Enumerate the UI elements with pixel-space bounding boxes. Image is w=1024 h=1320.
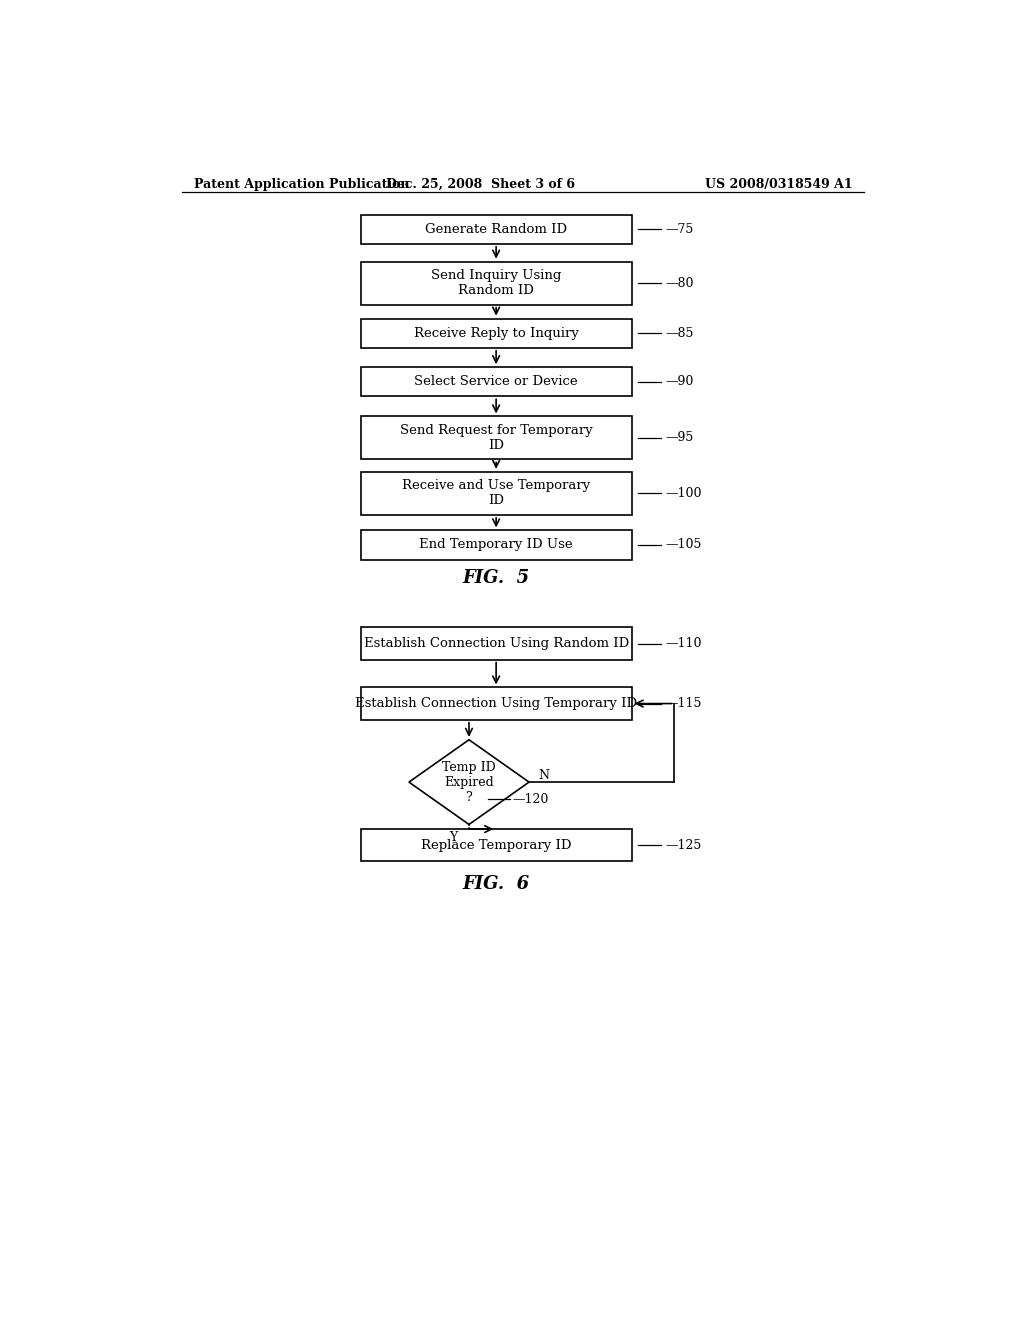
Text: End Temporary ID Use: End Temporary ID Use [419, 539, 573, 552]
Text: Replace Temporary ID: Replace Temporary ID [421, 838, 571, 851]
FancyBboxPatch shape [360, 627, 632, 660]
Text: —90: —90 [665, 375, 693, 388]
FancyBboxPatch shape [360, 416, 632, 459]
Text: Select Service or Device: Select Service or Device [415, 375, 578, 388]
Text: FIG.  5: FIG. 5 [463, 569, 529, 587]
Text: Receive Reply to Inquiry: Receive Reply to Inquiry [414, 326, 579, 339]
FancyBboxPatch shape [360, 367, 632, 396]
Text: —80: —80 [665, 277, 693, 289]
Text: —85: —85 [665, 326, 693, 339]
Text: Y: Y [450, 830, 458, 843]
Text: Receive and Use Temporary
ID: Receive and Use Temporary ID [402, 479, 590, 507]
Text: —95: —95 [665, 432, 693, 445]
Text: Establish Connection Using Random ID: Establish Connection Using Random ID [364, 638, 629, 649]
Text: Send Request for Temporary
ID: Send Request for Temporary ID [399, 424, 593, 451]
FancyBboxPatch shape [360, 688, 632, 719]
FancyBboxPatch shape [360, 531, 632, 560]
FancyBboxPatch shape [360, 318, 632, 348]
Text: —125: —125 [665, 838, 701, 851]
Text: N: N [539, 770, 549, 783]
FancyBboxPatch shape [360, 829, 632, 862]
FancyBboxPatch shape [360, 215, 632, 244]
Text: —105: —105 [665, 539, 701, 552]
FancyBboxPatch shape [360, 471, 632, 515]
Text: —100: —100 [665, 487, 701, 500]
Text: Patent Application Publication: Patent Application Publication [194, 178, 410, 190]
Text: Generate Random ID: Generate Random ID [425, 223, 567, 236]
Text: —110: —110 [665, 638, 701, 649]
Text: —115: —115 [665, 697, 701, 710]
Text: —120: —120 [512, 792, 549, 805]
FancyBboxPatch shape [360, 261, 632, 305]
Text: Temp ID
Expired
?: Temp ID Expired ? [442, 760, 496, 804]
Text: FIG.  6: FIG. 6 [463, 875, 529, 892]
Text: Send Inquiry Using
Random ID: Send Inquiry Using Random ID [431, 269, 561, 297]
Text: Establish Connection Using Temporary ID: Establish Connection Using Temporary ID [355, 697, 637, 710]
Text: Dec. 25, 2008  Sheet 3 of 6: Dec. 25, 2008 Sheet 3 of 6 [386, 178, 575, 190]
Text: —75: —75 [665, 223, 693, 236]
Text: US 2008/0318549 A1: US 2008/0318549 A1 [705, 178, 853, 190]
